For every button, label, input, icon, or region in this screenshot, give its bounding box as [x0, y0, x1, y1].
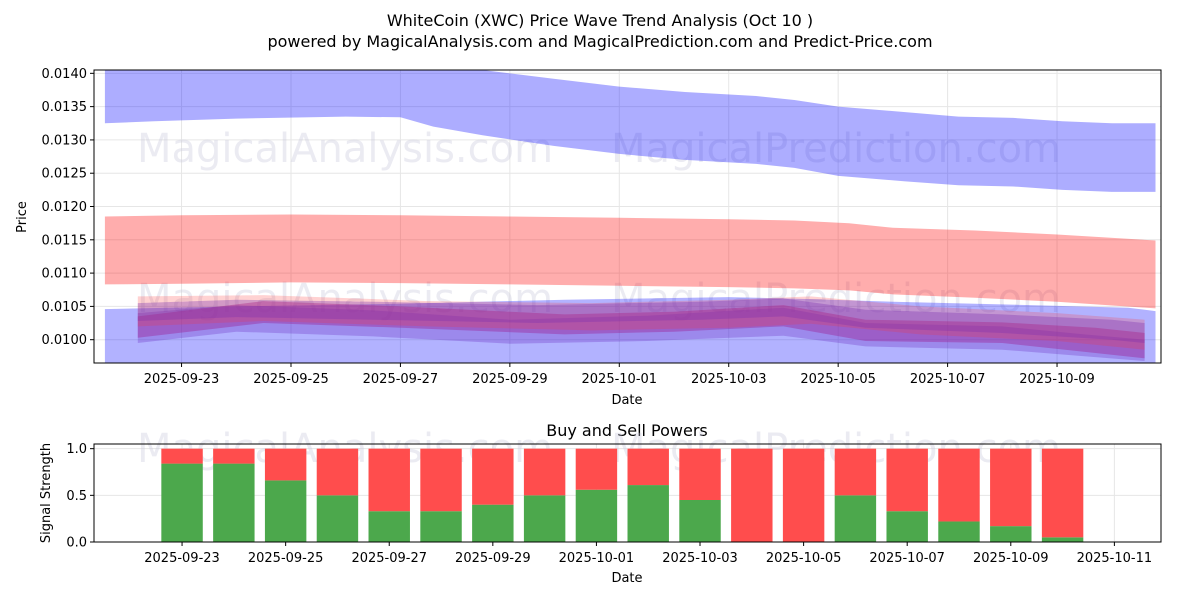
price-y-tick-label: 0.0115 [42, 233, 88, 248]
buy-sell-y-tick-label: 1.0 [66, 442, 87, 457]
chart-subtitle: powered by MagicalAnalysis.com and Magic… [267, 32, 932, 51]
price-y-tick-label: 0.0135 [42, 100, 88, 115]
price-x-tick-label: 2025-09-29 [472, 372, 548, 387]
buy-bar [679, 500, 721, 542]
price-x-axis-label: Date [611, 393, 642, 408]
sell-bar [938, 448, 980, 522]
buy-bar [264, 480, 307, 542]
sell-bar [575, 448, 618, 490]
chart-title: WhiteCoin (XWC) Price Wave Trend Analysi… [387, 11, 813, 30]
watermark-right-mid: MagicalPrediction.com [611, 276, 1061, 322]
price-x-tick-label: 2025-10-09 [1019, 372, 1095, 387]
sell-bar [161, 448, 203, 464]
sell-bar [472, 448, 514, 505]
buy-sell-x-tick-label: 2025-10-11 [1077, 551, 1153, 566]
buy-bar [420, 511, 462, 542]
buy-bar [575, 489, 618, 542]
buy-bar [990, 526, 1032, 542]
sell-bar [368, 448, 410, 512]
buy-bar [834, 495, 877, 542]
buy-bar [213, 463, 255, 542]
price-grid [94, 70, 1161, 363]
buy-sell-x-tick-label: 2025-09-29 [455, 551, 531, 566]
buy-bar [161, 463, 203, 542]
price-band [137, 295, 1145, 350]
price-x-tick-label: 2025-09-27 [363, 372, 439, 387]
price-y-tick-label: 0.0100 [42, 333, 88, 348]
price-y-tick-label: 0.0105 [42, 300, 88, 315]
buy-sell-x-tick-label: 2025-09-23 [144, 551, 220, 566]
price-band [104, 297, 1156, 363]
price-y-tick-label: 0.0125 [42, 167, 88, 182]
sell-bar [731, 448, 773, 542]
buy-sell-x-tick-label: 2025-10-01 [559, 551, 635, 566]
buy-bar [886, 511, 928, 542]
buy-sell-x-tick-label: 2025-10-09 [973, 551, 1049, 566]
buy-sell-y-tick-label: 0.5 [66, 489, 87, 504]
sell-bar [834, 448, 877, 496]
buy-bar [472, 504, 514, 542]
watermark-left-mid: MagicalAnalysis.com [137, 276, 553, 322]
price-x-tick-label: 2025-10-03 [691, 372, 767, 387]
sell-bar [213, 448, 255, 464]
buy-sell-panel: Buy and Sell Powers MagicalAnalysis.com … [39, 421, 1162, 586]
price-x-tick-label: 2025-10-07 [910, 372, 986, 387]
sell-bar [316, 448, 359, 496]
buy-bar [938, 521, 980, 542]
price-band [104, 214, 1156, 309]
price-y-tick-label: 0.0130 [42, 133, 88, 148]
sell-bar [886, 448, 928, 512]
buy-sell-x-tick-label: 2025-09-25 [248, 551, 324, 566]
buy-sell-x-tick-label: 2025-10-03 [662, 551, 738, 566]
buy-bar [316, 495, 359, 542]
buy-sell-y-tick-label: 0.0 [66, 536, 87, 551]
buy-sell-y-axis-label: Signal Strength [39, 443, 54, 543]
sell-bar [264, 448, 307, 481]
buy-bar [523, 495, 566, 542]
buy-bar [1041, 537, 1084, 542]
price-x-tick-label: 2025-10-01 [582, 372, 658, 387]
buy-sell-x-ticks: 2025-09-23 2025-09-25 2025-09-27 2025-09-29… [144, 542, 1152, 566]
price-band [104, 70, 1156, 192]
price-y-ticks: 0.0100 0.0105 0.0110 0.0115 0.0120 0.0125 0.01… [42, 67, 94, 348]
sell-bar [420, 448, 462, 512]
price-y-tick-label: 0.0110 [42, 267, 88, 282]
sell-bar [679, 448, 721, 500]
price-y-axis-label: Price [15, 201, 30, 233]
buy-sell-title: Buy and Sell Powers [546, 421, 708, 440]
price-wave-panel: MagicalAnalysis.com MagicalPrediction.co… [15, 67, 1162, 408]
sell-bar [627, 448, 669, 486]
price-band [137, 305, 1145, 361]
watermark-right-top: MagicalPrediction.com [611, 126, 1061, 172]
buy-sell-x-axis-label: Date [611, 571, 642, 586]
buy-sell-bars [161, 448, 1084, 542]
price-x-ticks: 2025-09-23 2025-09-25 2025-09-27 2025-09-29… [144, 363, 1095, 387]
sell-bar [990, 448, 1032, 527]
buy-sell-y-ticks: 0.0 0.5 1.0 [66, 442, 94, 551]
price-y-tick-label: 0.0120 [42, 200, 88, 215]
watermark-left-top: MagicalAnalysis.com [137, 126, 553, 172]
price-bands [104, 70, 1156, 363]
price-x-tick-label: 2025-09-23 [144, 372, 220, 387]
price-y-tick-label: 0.0140 [42, 67, 88, 82]
buy-sell-x-tick-label: 2025-10-05 [766, 551, 842, 566]
sell-bar [782, 448, 825, 542]
buy-sell-x-tick-label: 2025-10-07 [869, 551, 945, 566]
price-band [137, 301, 1145, 359]
price-x-tick-label: 2025-09-25 [253, 372, 329, 387]
price-x-tick-label: 2025-10-05 [800, 372, 876, 387]
buy-bar [627, 485, 669, 542]
buy-bar [368, 511, 410, 542]
price-band [137, 298, 1145, 343]
sell-bar [523, 448, 566, 496]
buy-sell-x-tick-label: 2025-09-27 [351, 551, 427, 566]
sell-bar [1041, 448, 1084, 538]
